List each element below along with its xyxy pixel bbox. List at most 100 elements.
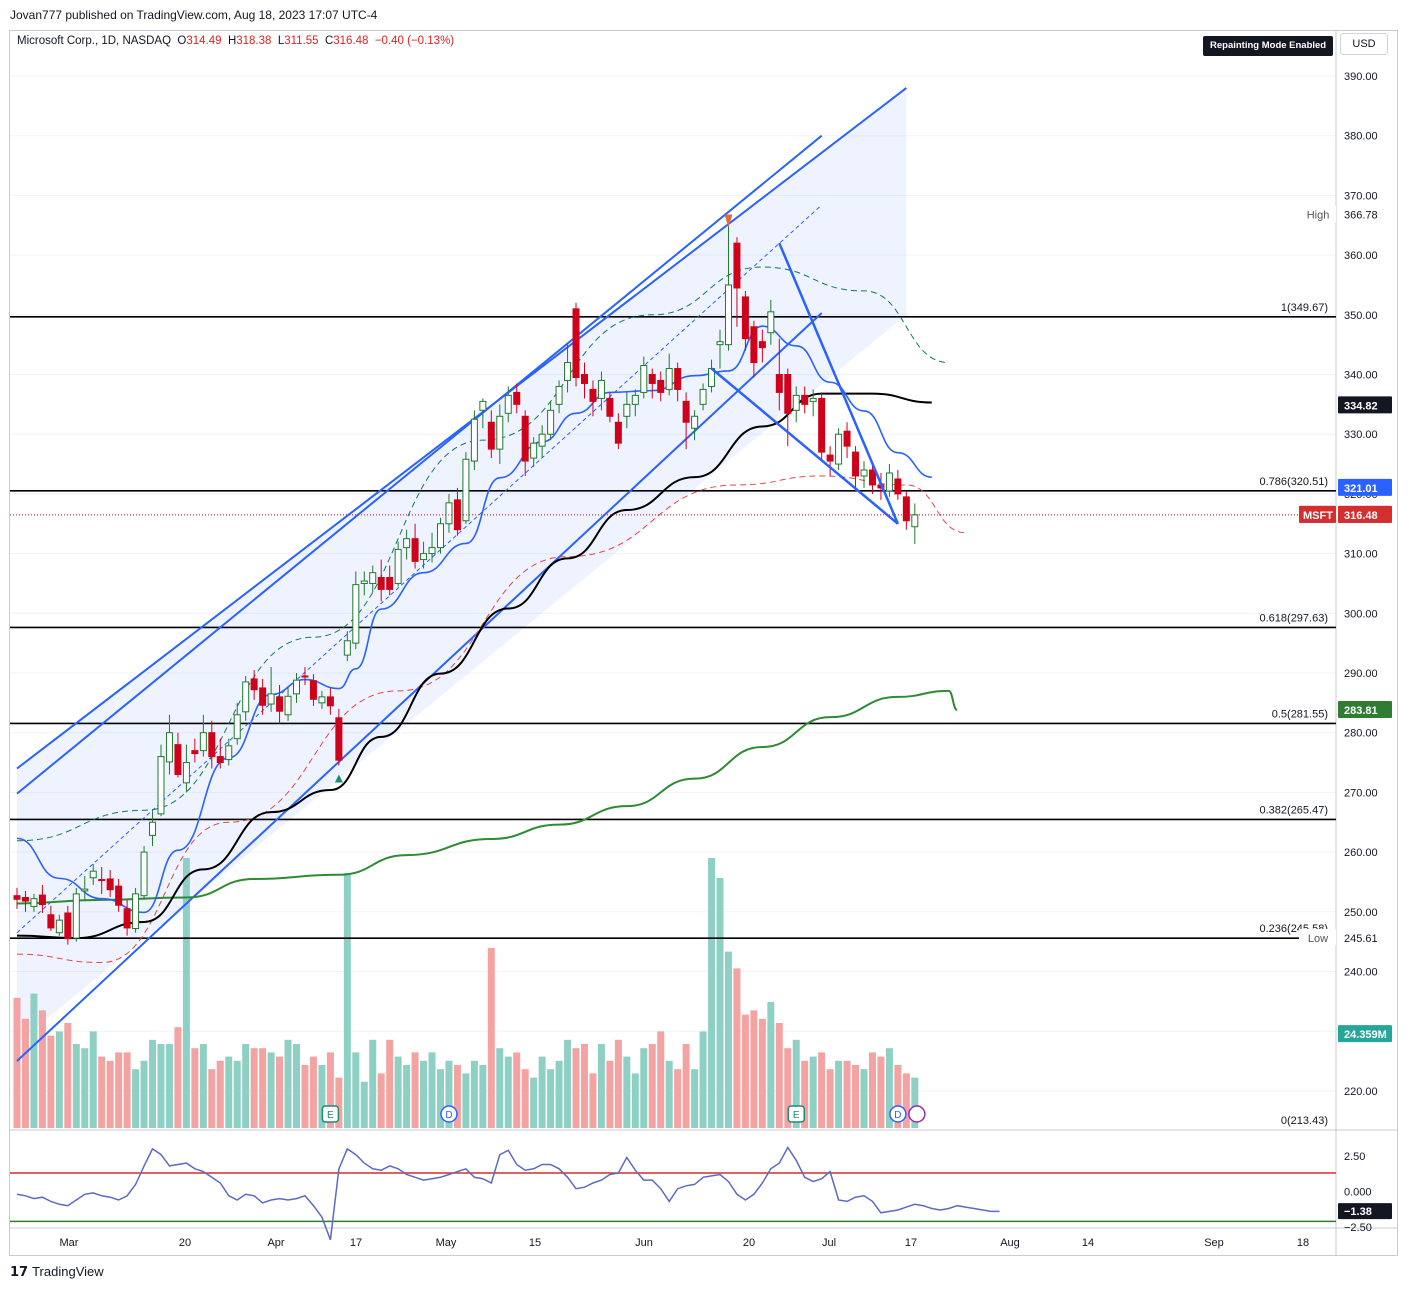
volume-bar <box>614 1039 622 1128</box>
volume-bar <box>479 1065 487 1128</box>
price-badge-tag-label: High <box>1307 210 1330 222</box>
candle-body <box>47 914 55 929</box>
time-tick: Aug <box>1000 1237 1020 1249</box>
symbol-label[interactable]: Microsoft Corp., 1D, NASDAQ <box>17 35 172 47</box>
price-tick: 290.00 <box>1344 668 1378 680</box>
volume-bar <box>106 1060 114 1128</box>
time-tick: May <box>436 1237 457 1249</box>
volume-bars <box>13 858 919 1128</box>
volume-bar <box>174 1027 182 1128</box>
price-tick: 380.00 <box>1344 131 1378 143</box>
volume-bar <box>318 1065 326 1128</box>
upper-envelope-arc <box>16 266 949 842</box>
volume-bar <box>792 1039 800 1128</box>
volume-bar <box>741 1014 749 1128</box>
osc-axis: 2.50 0.000 −2.50 <box>1344 1151 1372 1234</box>
osc-current-badge <box>1338 1203 1392 1220</box>
fib-label: 0.786(320.51) <box>1260 476 1329 488</box>
tradingview-logo[interactable]: 17 TradingView <box>10 1264 104 1280</box>
candle-body <box>199 732 207 752</box>
candle-body <box>530 442 538 459</box>
osc-tick: 2.50 <box>1344 1151 1365 1163</box>
candle-body <box>614 421 622 444</box>
price-tick: 370.00 <box>1344 190 1378 202</box>
event-marker-label: E <box>327 1110 334 1121</box>
candle-body <box>149 821 157 836</box>
close-label: C <box>324 35 334 47</box>
candle-body <box>276 696 284 712</box>
channel-upper-line <box>16 134 823 795</box>
volume-bar <box>132 1069 140 1128</box>
volume-bar <box>750 1010 758 1128</box>
price-badge-value: 321.01 <box>1344 483 1378 495</box>
price-badge-value: 283.81 <box>1344 705 1378 717</box>
candle-body <box>860 469 868 477</box>
candle-body <box>631 394 639 405</box>
candle-body <box>462 458 470 522</box>
volume-bar <box>38 1010 46 1128</box>
volume-bar <box>885 1048 893 1128</box>
volume-bar <box>250 1048 258 1128</box>
price-tick: 260.00 <box>1344 847 1378 859</box>
brand-label: TradingView <box>32 1264 104 1279</box>
repainting-mode-badge[interactable]: Repainting Mode Enabled <box>1203 36 1334 56</box>
volume-bar <box>335 1077 343 1128</box>
volume-bar <box>208 1069 216 1128</box>
price-badge <box>1338 478 1392 496</box>
volume-bar <box>276 1056 284 1128</box>
price-tick: 240.00 <box>1344 967 1378 979</box>
candle-body <box>250 678 258 691</box>
candle-body <box>716 341 724 346</box>
candles <box>13 214 919 945</box>
volume-bar <box>691 1069 699 1128</box>
volume-bar <box>199 1044 207 1128</box>
price-badge-value: 24.359M <box>1344 1029 1387 1041</box>
candle-body <box>741 296 749 340</box>
fib-levels: 1(349.67) 0.786(320.51) 0.618(297.63) 0.5(2… <box>10 302 1336 1127</box>
currency-button[interactable]: USD <box>1340 33 1388 55</box>
candle-body <box>699 388 707 405</box>
time-tick: Mar <box>60 1237 79 1249</box>
osc-tick: 0.000 <box>1344 1187 1372 1199</box>
candle-body <box>132 893 140 930</box>
wedge-top-line <box>778 242 900 525</box>
time-tick: 20 <box>179 1237 191 1249</box>
candle-body <box>792 394 800 411</box>
candle-body <box>123 908 131 929</box>
price-axis: 390.00 380.00 370.00 360.00 350.00 340.00 330.… <box>1344 71 1378 1098</box>
candle-body <box>208 732 216 758</box>
channel-outer-line <box>16 87 908 770</box>
volume-bar <box>259 1048 267 1128</box>
volume-bar <box>504 1056 512 1128</box>
candle-body <box>674 368 682 390</box>
candle-body <box>538 433 546 447</box>
candle-body <box>81 888 89 892</box>
time-tick: Jun <box>635 1237 653 1249</box>
candle-body <box>343 640 351 656</box>
candle-body <box>902 496 910 522</box>
volume-bar <box>386 1039 394 1128</box>
volume-bar <box>81 1048 89 1128</box>
fib-label: 0.618(297.63) <box>1260 612 1329 624</box>
volume-bar <box>902 1073 910 1128</box>
low-value: 311.55 <box>284 35 319 47</box>
volume-bar <box>309 1056 317 1128</box>
volume-bar <box>538 1056 546 1128</box>
candle-body <box>369 572 377 584</box>
earnings-marker <box>321 1105 340 1123</box>
fib-label: 0.5(281.55) <box>1272 708 1328 720</box>
candle-body <box>225 745 233 761</box>
price-badge-tag <box>1299 205 1336 223</box>
channel-mid-line <box>16 204 823 934</box>
volume-bar <box>682 1044 690 1128</box>
price-badge-tag-label: MSFT <box>1303 510 1333 522</box>
candle-body <box>174 744 182 775</box>
price-badge <box>1338 205 1392 223</box>
candle-body <box>640 365 648 393</box>
volume-bar <box>911 1077 919 1128</box>
candle-body <box>564 362 572 381</box>
earnings-marker <box>787 1105 805 1123</box>
candle-body <box>521 415 529 462</box>
volume-bar <box>597 1044 605 1128</box>
